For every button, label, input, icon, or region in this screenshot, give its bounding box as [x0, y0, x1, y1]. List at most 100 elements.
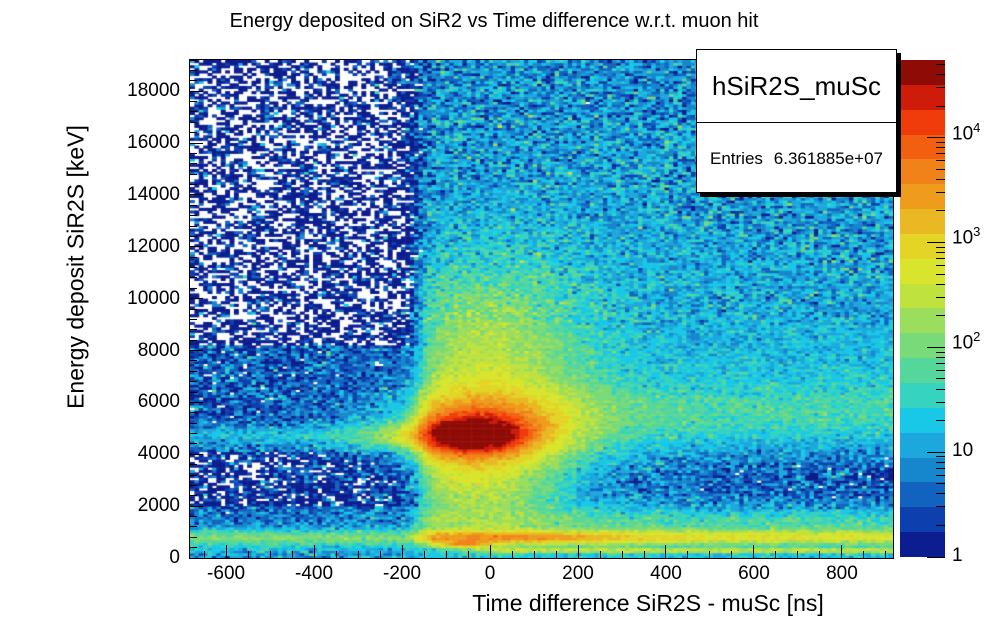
x-tick-label: 200 — [562, 563, 594, 584]
colorbar-minor-tick — [936, 524, 945, 526]
x-tick — [863, 551, 865, 558]
y-tick-label: 2000 — [137, 495, 180, 517]
plot-frame — [189, 59, 894, 559]
y-tick — [190, 90, 203, 92]
colorbar-minor-tick — [936, 420, 945, 422]
colorbar-minor-tick — [936, 210, 945, 212]
y-tick — [190, 318, 197, 320]
colorbar-minor-tick — [936, 147, 945, 149]
x-tick — [841, 545, 843, 558]
x-tick — [665, 545, 667, 558]
y-tick-label: 12000 — [127, 235, 180, 257]
colorbar-minor-tick — [936, 474, 945, 476]
colorbar-minor-tick — [936, 168, 945, 170]
x-tick — [797, 551, 799, 558]
x-tick — [247, 551, 249, 558]
x-tick-label: 800 — [826, 563, 858, 584]
colorbar-block — [900, 333, 945, 359]
x-tick-label: -600 — [207, 563, 246, 584]
stats-box: hSiR2S_muSc Entries 6.361885e+07 — [696, 49, 897, 193]
y-tick — [190, 111, 197, 113]
x-tick — [731, 551, 733, 558]
y-tick — [190, 298, 203, 300]
colorbar-block — [900, 184, 945, 210]
colorbar-minor-tick — [936, 351, 945, 353]
y-tick-label: 18000 — [127, 80, 180, 102]
y-tick — [190, 360, 197, 362]
colorbar-block — [900, 283, 945, 309]
y-tick — [190, 287, 197, 289]
colorbar-minor-tick — [936, 401, 945, 403]
x-tick-label: -200 — [383, 563, 422, 584]
y-tick — [190, 401, 203, 403]
entries-label: Entries — [710, 149, 763, 168]
colorbar-minor-tick — [936, 283, 945, 285]
colorbar-minor-tick — [936, 296, 945, 298]
stats-box-title: hSiR2S_muSc — [697, 50, 896, 123]
colorbar-block — [900, 507, 945, 533]
colorbar-minor-tick — [936, 252, 945, 254]
plot-title: Energy deposited on SiR2 vs Time differe… — [229, 10, 759, 32]
y-tick — [190, 557, 203, 559]
colorbar-major-tick — [927, 137, 945, 139]
colorbar-minor-tick — [936, 63, 945, 65]
colorbar-major-tick — [927, 346, 945, 348]
x-tick — [269, 551, 271, 558]
x-tick — [533, 551, 535, 558]
colorbar-minor-tick — [936, 363, 945, 365]
y-tick — [190, 184, 197, 185]
y-tick — [190, 329, 197, 331]
y-tick — [190, 453, 203, 455]
colorbar-minor-tick — [936, 246, 945, 248]
x-tick — [445, 551, 447, 558]
y-tick — [190, 505, 203, 507]
y-tick — [190, 121, 197, 123]
y-tick — [190, 464, 197, 466]
colorbar-minor-tick — [936, 273, 945, 275]
colorbar-scale-label: 1 — [952, 545, 963, 566]
x-tick — [467, 551, 469, 558]
colorbar-minor-tick — [936, 105, 945, 107]
y-tick — [190, 215, 197, 217]
entries-value: 6.361885e+07 — [773, 149, 883, 168]
y-tick-label: 8000 — [137, 339, 180, 361]
y-tick — [190, 381, 197, 383]
x-tick — [599, 551, 601, 558]
y-tick — [190, 339, 197, 341]
y-tick — [190, 246, 203, 248]
colorbar-scale-label: 102 — [952, 329, 981, 354]
colorbar-minor-tick — [936, 160, 945, 162]
y-tick — [190, 391, 197, 393]
colorbar-minor-tick — [936, 315, 945, 317]
x-tick — [225, 545, 227, 558]
y-tick — [190, 204, 197, 206]
x-tick-label: 600 — [738, 563, 770, 584]
colorbar-block — [900, 482, 945, 508]
y-tick-label: 14000 — [127, 183, 180, 205]
colorbar-minor-tick — [936, 265, 945, 267]
x-tick — [357, 551, 359, 558]
colorbar-block — [900, 233, 945, 259]
y-tick — [190, 59, 197, 61]
colorbar-block — [900, 382, 945, 408]
colorbar-major-tick — [927, 556, 945, 558]
y-tick — [190, 526, 197, 528]
x-tick — [511, 551, 513, 558]
y-tick — [190, 422, 197, 424]
colorbar-block — [900, 532, 945, 557]
colorbar-major-tick — [927, 241, 945, 243]
colorbar-minor-tick — [936, 370, 945, 372]
x-tick — [555, 551, 557, 558]
x-tick — [313, 545, 315, 558]
colorbar-minor-tick — [936, 456, 945, 458]
colorbar-minor-tick — [936, 87, 945, 89]
colorbar-block — [900, 432, 945, 458]
x-axis-title: Time difference SiR2S - muSc [ns] — [472, 590, 824, 616]
colorbar-block — [900, 457, 945, 483]
y-tick — [190, 443, 197, 445]
y-tick — [190, 484, 197, 486]
y-tick — [190, 547, 197, 549]
y-tick-label: 10000 — [127, 287, 180, 309]
colorbar-minor-tick — [936, 191, 945, 193]
